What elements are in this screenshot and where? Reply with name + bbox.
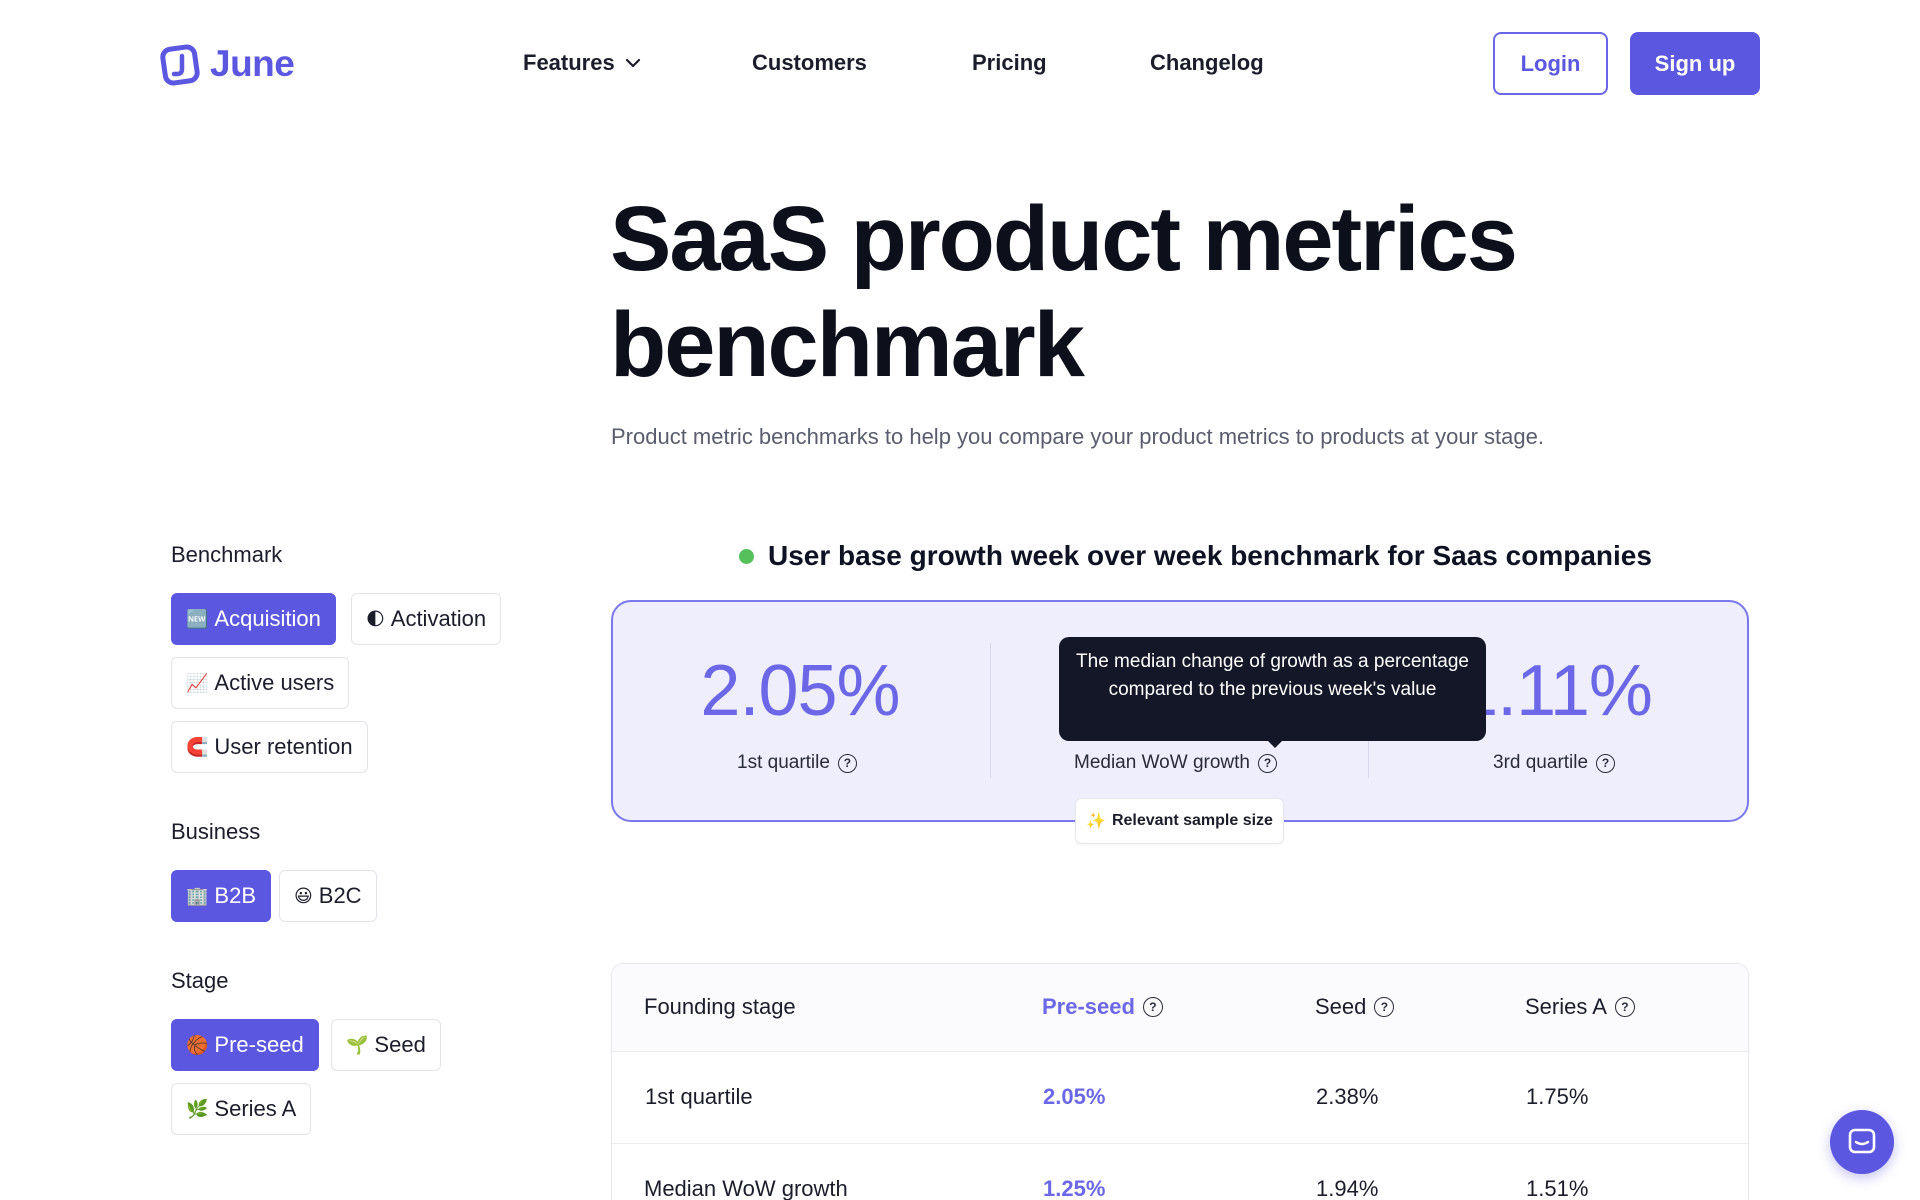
chip-b2b[interactable]: 🏢 B2B xyxy=(171,870,272,922)
row-label: 1st quartile xyxy=(645,1084,753,1109)
logo[interactable]: June xyxy=(160,42,295,86)
chip-label: Pre-seed xyxy=(214,1032,304,1057)
header-label: Pre-seed xyxy=(1042,994,1135,1019)
sample-size-badge: ✨ Relevant sample size xyxy=(1075,798,1284,844)
tooltip-arrow xyxy=(1265,738,1285,748)
signup-button[interactable]: Sign up xyxy=(1630,32,1760,95)
help-icon[interactable]: ? xyxy=(1614,997,1635,1017)
stat-divider xyxy=(990,643,991,778)
stat-label-first-quartile: 1st quartile ? xyxy=(737,752,857,774)
business-filter-label: Business xyxy=(171,819,261,844)
row-value: 1.94% xyxy=(1316,1176,1379,1200)
help-icon[interactable]: ? xyxy=(1596,753,1616,773)
chart-increasing-icon: 📈 xyxy=(186,672,209,693)
help-icon[interactable]: ? xyxy=(1142,997,1163,1017)
status-dot-icon xyxy=(739,548,754,564)
nav-customers[interactable]: Customers xyxy=(752,50,867,75)
chip-seed[interactable]: 🌱 Seed xyxy=(331,1019,441,1071)
chip-label: Activation xyxy=(390,606,487,631)
chip-label: B2C xyxy=(318,883,362,908)
login-button[interactable]: Login xyxy=(1493,32,1608,95)
page-title: SaaS product metrics benchmark xyxy=(610,188,1518,396)
chip-series-a[interactable]: 🌿 Series A xyxy=(171,1083,312,1135)
chip-b2c[interactable]: 😃 B2C xyxy=(279,870,377,922)
stage-filter-label: Stage xyxy=(171,968,229,993)
stat-label-third-quartile: 3rd quartile ? xyxy=(1493,752,1616,774)
stat-third-quartile: 1.11% xyxy=(1360,650,1750,732)
sparkles-icon: ✨ xyxy=(1086,813,1106,830)
stat-value: 1.11% xyxy=(1458,651,1653,731)
row-value: 2.05% xyxy=(1043,1084,1106,1109)
chip-label: Acquisition xyxy=(214,606,321,631)
stat-label-text: Median WoW growth xyxy=(1074,752,1250,773)
chevron-down-icon xyxy=(625,58,640,68)
chat-icon xyxy=(1848,1128,1876,1154)
stat-value: 2.05% xyxy=(700,651,900,731)
median-tooltip: The median change of growth as a percent… xyxy=(1059,637,1486,741)
nav-pricing[interactable]: Pricing xyxy=(972,50,1047,75)
new-icon: 🆕 xyxy=(186,608,209,629)
row-value: 1.75% xyxy=(1526,1084,1589,1109)
chip-label: User retention xyxy=(214,734,353,759)
top-navigation: June Features Customers Pricing Changelo… xyxy=(0,0,1920,128)
benchmark-filter-label: Benchmark xyxy=(171,542,283,567)
header-series-a[interactable]: Series A ? xyxy=(1525,994,1635,1020)
chip-label: Active users xyxy=(214,670,335,695)
chip-label: Series A xyxy=(214,1096,297,1121)
smiley-icon: 😃 xyxy=(294,885,313,906)
row-value: 1.25% xyxy=(1043,1176,1106,1200)
stat-first-quartile: 2.05% xyxy=(615,650,985,732)
header-label: Series A xyxy=(1525,994,1607,1019)
nav-changelog[interactable]: Changelog xyxy=(1150,50,1264,75)
office-building-icon: 🏢 xyxy=(186,885,209,906)
june-logo-icon xyxy=(160,42,200,86)
nav-features[interactable]: Features xyxy=(523,50,641,76)
chip-acquisition[interactable]: 🆕 Acquisition xyxy=(171,593,336,645)
row-value: 2.38% xyxy=(1316,1084,1379,1109)
moon-icon: 🌓 xyxy=(366,608,385,629)
table-row: 1st quartile 2.05% 2.38% 1.75% xyxy=(612,1052,1748,1144)
stat-label-text: 1st quartile xyxy=(737,752,830,773)
stat-label-median: Median WoW growth ? xyxy=(1074,752,1277,774)
chip-user-retention[interactable]: 🧲 User retention xyxy=(171,721,368,773)
nav-features-label: Features xyxy=(523,50,615,75)
chip-activation[interactable]: 🌓 Activation xyxy=(351,593,502,645)
magnet-icon: 🧲 xyxy=(186,736,209,757)
help-icon[interactable]: ? xyxy=(1258,753,1277,773)
header-pre-seed[interactable]: Pre-seed ? xyxy=(1042,994,1163,1020)
help-icon[interactable]: ? xyxy=(1374,997,1395,1017)
header-founding-stage: Founding stage xyxy=(644,994,796,1019)
chip-active-users[interactable]: 📈 Active users xyxy=(171,657,350,709)
chat-launcher-button[interactable] xyxy=(1830,1110,1894,1174)
benchmark-heading: User base growth week over week benchmar… xyxy=(739,540,1652,572)
row-label: Median WoW growth xyxy=(644,1176,848,1200)
stat-label-text: 3rd quartile xyxy=(1493,752,1589,773)
header-seed[interactable]: Seed ? xyxy=(1315,994,1395,1020)
table-header: Founding stage Pre-seed ? Seed ? Series … xyxy=(612,964,1748,1052)
chip-label: B2B xyxy=(214,883,257,908)
benchmark-table: Founding stage Pre-seed ? Seed ? Series … xyxy=(611,963,1749,1200)
seedling-icon: 🌱 xyxy=(346,1034,369,1055)
header-label: Seed xyxy=(1315,994,1367,1019)
basketball-icon: 🏀 xyxy=(186,1034,209,1055)
herb-icon: 🌿 xyxy=(186,1098,209,1119)
sample-size-label: Relevant sample size xyxy=(1111,812,1273,829)
row-value: 1.51% xyxy=(1526,1176,1589,1200)
help-icon[interactable]: ? xyxy=(837,753,857,773)
logo-text: June xyxy=(210,43,295,84)
chip-pre-seed[interactable]: 🏀 Pre-seed xyxy=(171,1019,319,1071)
page-subtitle: Product metric benchmarks to help you co… xyxy=(611,424,1544,449)
benchmark-heading-text: User base growth week over week benchmar… xyxy=(768,540,1652,571)
chip-label: Seed xyxy=(374,1032,426,1057)
table-row: Median WoW growth 1.25% 1.94% 1.51% xyxy=(612,1144,1748,1200)
